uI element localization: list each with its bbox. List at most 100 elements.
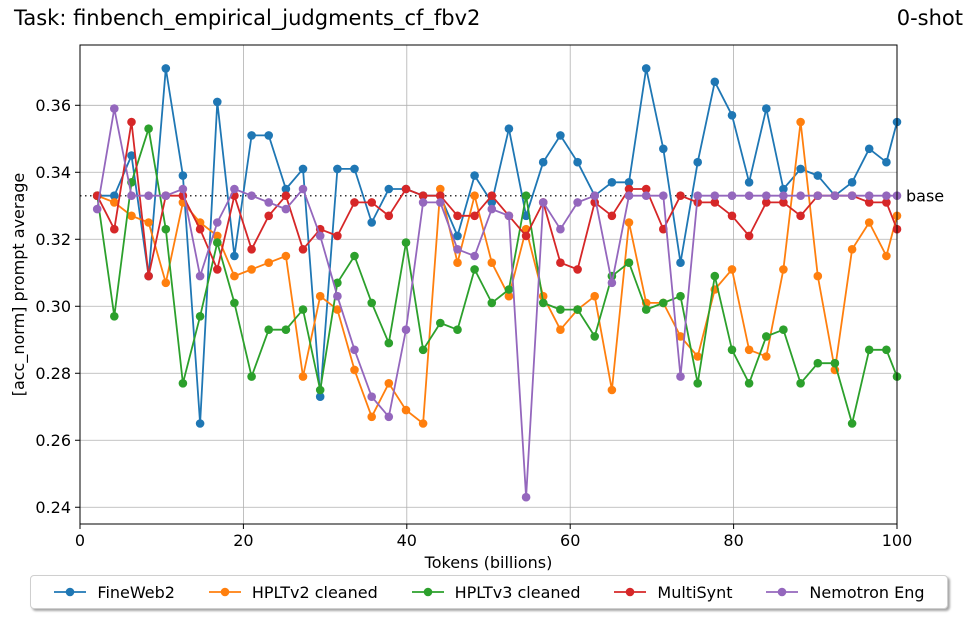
- series-hpltv3-cleaned: [92, 124, 902, 428]
- data-point: [727, 111, 737, 120]
- data-point: [418, 419, 428, 428]
- data-point: [693, 379, 702, 388]
- data-point: [247, 372, 256, 381]
- y-tick-label: 0.36: [35, 96, 71, 115]
- data-point: [230, 184, 239, 194]
- data-point: [882, 251, 891, 261]
- data-point: [436, 184, 445, 194]
- data-point: [350, 164, 359, 174]
- x-tick-label: 80: [723, 531, 743, 550]
- data-point: [864, 345, 874, 355]
- data-point: [333, 278, 342, 288]
- data-point: [213, 231, 222, 241]
- data-point: [315, 392, 325, 402]
- x-tick-label: 100: [882, 531, 913, 550]
- y-tick-label: 0.30: [35, 297, 71, 316]
- data-point: [864, 191, 874, 200]
- series-lines: [92, 64, 902, 502]
- data-point: [607, 211, 617, 221]
- y-tick-label: 0.32: [35, 230, 71, 249]
- data-point: [264, 198, 274, 207]
- x-axis-label: Tokens (billions): [424, 553, 553, 572]
- data-point: [487, 198, 497, 207]
- data-point: [521, 191, 531, 200]
- data-point: [556, 305, 565, 314]
- data-point: [264, 258, 274, 268]
- data-point: [830, 191, 840, 200]
- data-point: [556, 131, 565, 140]
- legend-label: FineWeb2: [97, 582, 175, 602]
- data-point: [110, 312, 119, 321]
- data-point: [847, 178, 857, 187]
- data-point: [367, 218, 377, 227]
- series-line: [97, 67, 898, 425]
- data-point: [624, 184, 634, 194]
- data-point: [281, 204, 291, 214]
- data-point: [401, 405, 411, 415]
- data-point: [350, 365, 359, 375]
- data-point: [710, 271, 720, 281]
- data-point: [453, 325, 462, 335]
- data-point: [727, 191, 737, 200]
- data-point: [693, 191, 702, 200]
- data-point: [710, 77, 720, 87]
- y-tick-label: 0.24: [35, 498, 71, 517]
- data-point: [195, 224, 205, 234]
- data-point: [384, 338, 394, 348]
- data-point: [178, 184, 188, 194]
- data-point: [127, 117, 136, 127]
- data-point: [521, 492, 531, 502]
- data-point: [470, 191, 479, 200]
- data-point: [110, 104, 119, 113]
- data-point: [367, 298, 377, 308]
- data-point: [213, 218, 222, 227]
- legend-item: HPLTv3 cleaned: [411, 583, 581, 602]
- data-point: [264, 211, 274, 221]
- x-tick-label: 0: [75, 531, 85, 550]
- data-point: [538, 198, 548, 207]
- line-chart: 0 20 40 60 80 100 0.24 0.26 0.28 0.30 0.32 0.34 0.36…: [9, 44, 944, 572]
- data-point: [504, 291, 514, 301]
- data-point: [127, 211, 136, 221]
- data-point: [590, 332, 599, 341]
- data-point: [744, 345, 754, 355]
- legend-item: MultiSynt: [613, 582, 733, 602]
- data-point: [333, 305, 342, 314]
- data-point: [470, 171, 479, 180]
- x-tick-label: 20: [233, 531, 253, 550]
- data-point: [504, 211, 514, 221]
- y-tick-label: 0.34: [35, 163, 71, 182]
- data-point: [762, 332, 771, 341]
- data-point: [659, 191, 668, 200]
- data-point: [864, 218, 874, 227]
- data-point: [298, 305, 308, 314]
- data-point: [882, 198, 891, 207]
- data-point: [298, 164, 308, 174]
- data-point: [830, 358, 840, 368]
- data-point: [161, 224, 171, 234]
- data-point: [281, 191, 291, 200]
- data-point: [796, 191, 805, 200]
- data-point: [470, 211, 479, 221]
- data-point: [315, 231, 325, 241]
- data-point: [418, 198, 428, 207]
- data-point: [727, 345, 737, 355]
- legend-label: HPLTv3 cleaned: [454, 582, 581, 602]
- data-point: [298, 184, 308, 194]
- data-point: [779, 191, 788, 200]
- legend-label: MultiSynt: [657, 582, 733, 602]
- data-point: [178, 171, 188, 180]
- data-point: [247, 191, 256, 200]
- data-point: [847, 245, 857, 254]
- data-point: [762, 104, 771, 113]
- data-point: [779, 325, 788, 335]
- data-point: [367, 412, 377, 422]
- data-point: [762, 191, 771, 200]
- data-point: [504, 285, 514, 294]
- data-point: [847, 419, 857, 428]
- data-point: [487, 298, 497, 308]
- chart-legend: FineWeb2 HPLTv2 cleaned HPLTv3 cleaned Mult…: [30, 575, 948, 609]
- legend-item: FineWeb2: [53, 583, 175, 602]
- data-point: [607, 278, 617, 288]
- series-line: [96, 127, 898, 425]
